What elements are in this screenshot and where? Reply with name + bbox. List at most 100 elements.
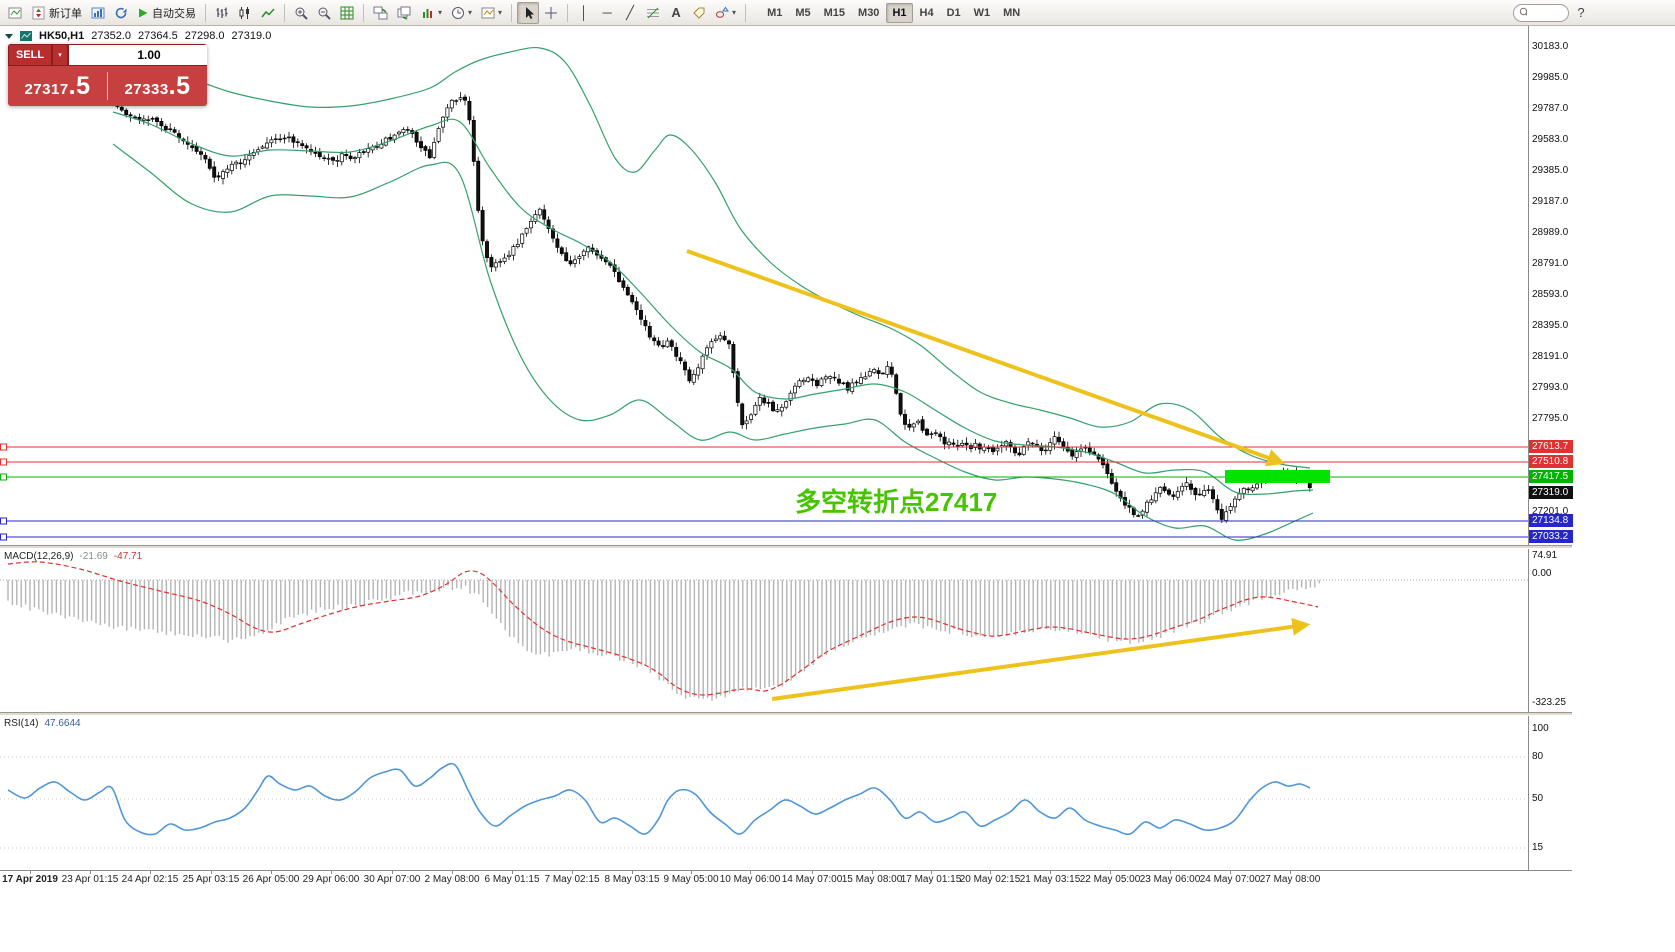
text-tool-button[interactable]: A (665, 2, 687, 24)
indicators-dropdown-button[interactable]: ▾ (417, 2, 446, 24)
grid-button[interactable] (336, 2, 358, 24)
candle-body (832, 376, 837, 379)
sell-price-display[interactable]: 27317.5 (8, 72, 107, 101)
line-chart-mode-button[interactable] (257, 2, 279, 24)
candle-body (304, 145, 309, 149)
candlestick-mode-button[interactable] (234, 2, 256, 24)
trendline-tool-button[interactable]: ╱ (619, 2, 641, 24)
line-chart-icon (261, 7, 275, 17)
trend-arrow-down[interactable] (686, 249, 1286, 467)
price-scale-column[interactable]: 30183.0 29985.0 29787.0 29583.0 29385.0 29187… (1529, 26, 1574, 870)
timeframe-button-m15[interactable]: M15 (818, 3, 851, 23)
refresh-button[interactable] (110, 2, 132, 24)
zoom-in-button[interactable] (290, 2, 312, 24)
candle-body (322, 157, 327, 159)
line-handle[interactable] (0, 458, 7, 466)
macd-scale-label: 74.91 (1532, 550, 1558, 561)
ohlc-high: 27364.5 (138, 30, 178, 42)
periods-dropdown-button[interactable]: ▾ (447, 2, 476, 24)
volume-input[interactable] (68, 44, 207, 66)
rsi-panel-canvas[interactable] (0, 716, 1528, 870)
new-chart-button[interactable] (4, 2, 27, 24)
vertical-line-tool-button[interactable]: │ (573, 2, 595, 24)
timeframe-button-mn[interactable]: MN (997, 3, 1026, 23)
candle-body (520, 233, 525, 244)
line-handle[interactable] (0, 473, 7, 481)
crosshair-tool-button[interactable] (540, 2, 562, 24)
help-button[interactable]: ? (1570, 2, 1592, 24)
candle-body (872, 369, 877, 373)
candle-body (894, 374, 899, 394)
candle-body (1145, 501, 1149, 513)
shapes-dropdown-button[interactable]: ▾ (711, 2, 740, 24)
order-type-dropdown[interactable]: ▾ (52, 44, 68, 66)
candle-body (938, 433, 943, 437)
timeframe-button-w1[interactable]: W1 (968, 3, 997, 23)
panel-separator[interactable] (0, 712, 1572, 716)
fibonacci-tool-button[interactable] (642, 2, 664, 24)
profiles-icon (91, 7, 105, 18)
macd-panel-canvas[interactable] (0, 549, 1528, 712)
cascade-windows-button[interactable] (393, 2, 416, 24)
highlight-rectangle[interactable] (1225, 470, 1330, 483)
candle-body (150, 118, 155, 120)
label-tool-button[interactable] (688, 2, 710, 24)
timeframe-button-m5[interactable]: M5 (789, 3, 816, 23)
time-axis-tick (512, 870, 513, 874)
time-axis-tick (30, 870, 31, 874)
candle-body (1197, 493, 1202, 496)
candle-body (639, 309, 643, 320)
time-axis-tick (331, 870, 332, 874)
macd-scale-label: -323.25 (1532, 697, 1566, 708)
templates-dropdown-button[interactable]: ▾ (477, 2, 506, 24)
trend-arrow-up[interactable] (771, 617, 1311, 701)
search-icon (1519, 7, 1527, 17)
new-order-label: 新订单 (49, 7, 82, 20)
timeframe-button-m30[interactable]: M30 (852, 3, 885, 23)
candle-body (502, 257, 507, 262)
main-chart-canvas[interactable] (0, 26, 1528, 545)
macd-header: MACD(12,26,9) -21.69 -47.71 (4, 551, 142, 562)
timeframe-button-h4[interactable]: H4 (914, 3, 940, 23)
line-handle[interactable] (0, 533, 7, 541)
buy-price-display[interactable]: 27333.5 (108, 72, 207, 101)
candle-body (784, 401, 789, 408)
time-label: 29 Apr 06:00 (302, 874, 360, 885)
line-handle[interactable] (0, 443, 7, 451)
candle-body (542, 209, 547, 220)
timeframe-button-m1[interactable]: M1 (761, 3, 788, 23)
timeframe-button-d1[interactable]: D1 (941, 3, 967, 23)
candle-body (1017, 452, 1022, 456)
cursor-tool-button[interactable] (517, 1, 540, 24)
candle-body (207, 158, 212, 169)
search-input[interactable] (1529, 7, 1563, 18)
sell-button[interactable]: SELL (8, 44, 52, 66)
line-handle[interactable] (0, 517, 7, 525)
horizontal-line-tool-button[interactable]: ─ (596, 2, 618, 24)
time-label: 6 May 01:15 (484, 874, 540, 885)
candle-body (727, 340, 731, 345)
candle-body (859, 377, 863, 384)
profiles-button[interactable] (87, 2, 109, 24)
pivot-annotation-text[interactable]: 多空转折点27417 (795, 487, 998, 517)
auto-trading-button[interactable]: 自动交易 (133, 2, 200, 24)
time-label: 7 May 02:15 (544, 874, 600, 885)
time-axis[interactable]: 17 Apr 2019 23 Apr 01:15 24 Apr 02:15 25 Ap… (0, 870, 1572, 890)
ohlc-low: 27298.0 (184, 30, 225, 42)
candle-body (947, 441, 951, 446)
zoom-out-button[interactable] (313, 2, 335, 24)
time-axis-tick (150, 870, 151, 874)
panel-separator[interactable] (0, 545, 1572, 549)
oneclick-toggle-icon[interactable] (5, 33, 13, 39)
toolbar-separator (205, 3, 206, 22)
new-order-button[interactable]: 新订单 (28, 2, 86, 24)
timeframe-button-h1[interactable]: H1 (886, 2, 913, 23)
time-label: 26 Apr 05:00 (242, 874, 300, 885)
bar-chart-mode-button[interactable] (211, 2, 233, 24)
tile-windows-button[interactable] (369, 2, 392, 24)
candle-body (815, 379, 819, 387)
candle-body (845, 382, 850, 391)
candle-body (326, 157, 331, 160)
candle-body (137, 116, 142, 120)
candle-body (819, 378, 824, 386)
